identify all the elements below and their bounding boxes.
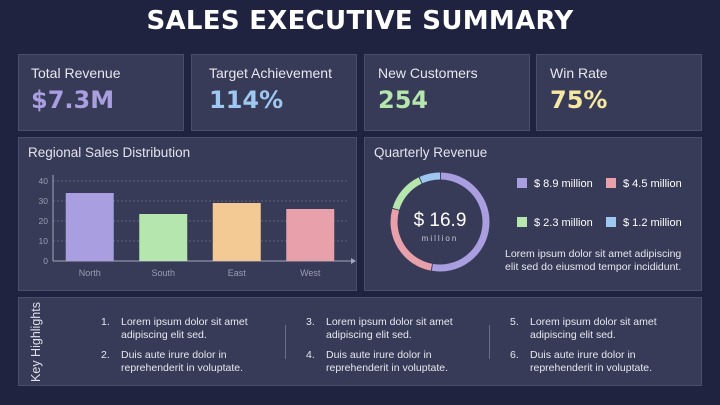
key-highlights-panel: Key Highlights 1. Lorem ipsum dolor sit …: [18, 297, 702, 386]
regional-sales-chart: 0 10 20 30 40 North South East West: [39, 175, 356, 278]
y-tick-label: 20: [39, 216, 49, 226]
legend-item-q2: $ 4.5 million: [606, 178, 682, 190]
legend-item-q4: $ 1.2 million: [606, 217, 682, 229]
donut-slice: [431, 172, 490, 272]
y-tick-label: 10: [39, 236, 49, 246]
highlight-text: Lorem ipsum dolor sit amet adipiscing el…: [530, 316, 657, 341]
legend-label: $ 4.5 million: [623, 178, 682, 190]
donut-slice: [392, 177, 422, 211]
kpi-label: New Customers: [378, 65, 478, 81]
highlight-text: Lorem ipsum dolor sit amet adipiscing el…: [326, 316, 453, 341]
y-tick-label: 30: [39, 196, 49, 206]
legend-item-q1: $ 8.9 million: [517, 178, 593, 190]
x-tick-label: West: [300, 268, 321, 278]
regional-sales-title: Regional Sales Distribution: [28, 145, 191, 160]
legend-item-q3: $ 2.3 million: [517, 217, 593, 229]
donut-total-unit: million: [421, 234, 459, 243]
highlights-divider: [489, 325, 490, 359]
highlight-number: 6.: [510, 349, 519, 361]
quarterly-revenue-donut: [390, 172, 490, 272]
highlight-text: Duis aute irure dolor in reprehenderit i…: [121, 349, 243, 374]
quarterly-revenue-panel: Quarterly Revenue $ 16.9 million $ 8.9 m…: [364, 137, 702, 291]
kpi-value: 75%: [550, 86, 608, 114]
quarterly-description: Lorem ipsum dolor sit amet adipiscing el…: [505, 248, 682, 273]
bar-east: [212, 203, 261, 261]
x-tick-label: East: [228, 268, 247, 278]
kpi-card-target-achievement: Target Achievement 114%: [191, 54, 357, 131]
highlight-text: Lorem ipsum dolor sit amet adipiscing el…: [121, 316, 248, 341]
y-tick-label: 0: [43, 256, 48, 266]
kpi-label: Target Achievement: [209, 65, 332, 81]
page-title: SALES EXECUTIVE SUMMARY: [146, 6, 574, 36]
highlight-number: 5.: [510, 316, 519, 328]
donut-total-value: $ 16.9: [413, 210, 467, 231]
kpi-card-new-customers: New Customers 254: [364, 54, 530, 131]
x-axis-arrow: [351, 258, 356, 264]
kpi-card-total-revenue: Total Revenue $7.3M: [18, 54, 184, 131]
highlight-text: Duis aute irure dolor in reprehenderit i…: [326, 349, 448, 374]
legend-swatch: [606, 217, 616, 227]
bar-south: [139, 214, 188, 261]
kpi-label: Win Rate: [550, 65, 608, 81]
highlight-number: 3.: [306, 316, 315, 328]
regional-sales-panel: Regional Sales Distribution 0 10 20 30 40 Nor…: [18, 137, 357, 291]
legend-label: $ 8.9 million: [534, 178, 593, 190]
kpi-value: 254: [378, 86, 429, 114]
donut-slice: [419, 172, 441, 184]
highlight-text: Duis aute irure dolor in reprehenderit i…: [530, 349, 652, 374]
highlight-number: 1.: [101, 316, 110, 328]
legend-swatch: [517, 178, 527, 188]
kpi-value: $7.3M: [31, 86, 115, 114]
highlight-number: 4.: [306, 349, 315, 361]
quarterly-revenue-title: Quarterly Revenue: [374, 145, 488, 160]
kpi-card-win-rate: Win Rate 75%: [536, 54, 702, 131]
donut-slice: [390, 208, 433, 271]
key-highlights-label: Key Highlights: [29, 302, 43, 382]
bar-west: [286, 209, 335, 261]
highlights-divider: [285, 325, 286, 359]
bar-north: [65, 193, 114, 261]
x-tick-label: North: [79, 268, 101, 278]
kpi-value: 114%: [209, 86, 284, 114]
highlight-number: 2.: [101, 349, 110, 361]
legend-label: $ 2.3 million: [534, 217, 593, 229]
y-tick-label: 40: [39, 176, 49, 186]
kpi-label: Total Revenue: [31, 65, 121, 81]
legend-swatch: [606, 178, 616, 188]
legend-swatch: [517, 217, 527, 227]
x-tick-label: South: [151, 268, 175, 278]
legend-label: $ 1.2 million: [623, 217, 682, 229]
